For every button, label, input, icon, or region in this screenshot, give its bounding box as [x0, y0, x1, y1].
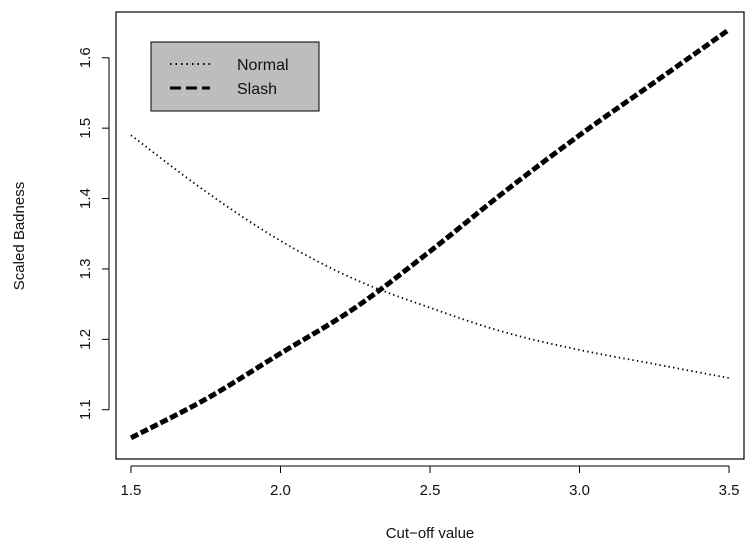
y-tick-label: 1.6: [77, 47, 94, 68]
plot-frame: [115, 11, 745, 460]
y-axis: 1.1 1.2 1.3 1.4 1.5 1.6: [77, 47, 110, 420]
x-tick-label: 2.5: [420, 482, 441, 499]
x-tick-label: 2.0: [270, 482, 291, 499]
y-axis-title: Scaled Badness: [11, 182, 28, 290]
legend-box: [150, 41, 320, 112]
series-layer: [129, 27, 731, 441]
legend-label-normal: Normal: [237, 57, 289, 74]
x-axis-title: Cut−off value: [386, 525, 475, 542]
x-tick-label: 3.0: [569, 482, 590, 499]
series-line-normal: [130, 134, 730, 379]
y-tick-label: 1.4: [77, 188, 94, 209]
x-tick-label: 1.5: [121, 482, 142, 499]
series-line-slash: [129, 27, 731, 441]
legend: Normal Slash: [150, 41, 320, 112]
legend-label-slash: Slash: [237, 81, 277, 98]
y-tick-label: 1.3: [77, 259, 94, 280]
y-tick-label: 1.2: [77, 329, 94, 350]
x-axis: 1.5 2.0 2.5 3.0 3.5: [121, 465, 740, 499]
x-tick-label: 3.5: [719, 482, 740, 499]
y-tick-label: 1.1: [77, 399, 94, 420]
y-tick-label: 1.5: [77, 118, 94, 139]
